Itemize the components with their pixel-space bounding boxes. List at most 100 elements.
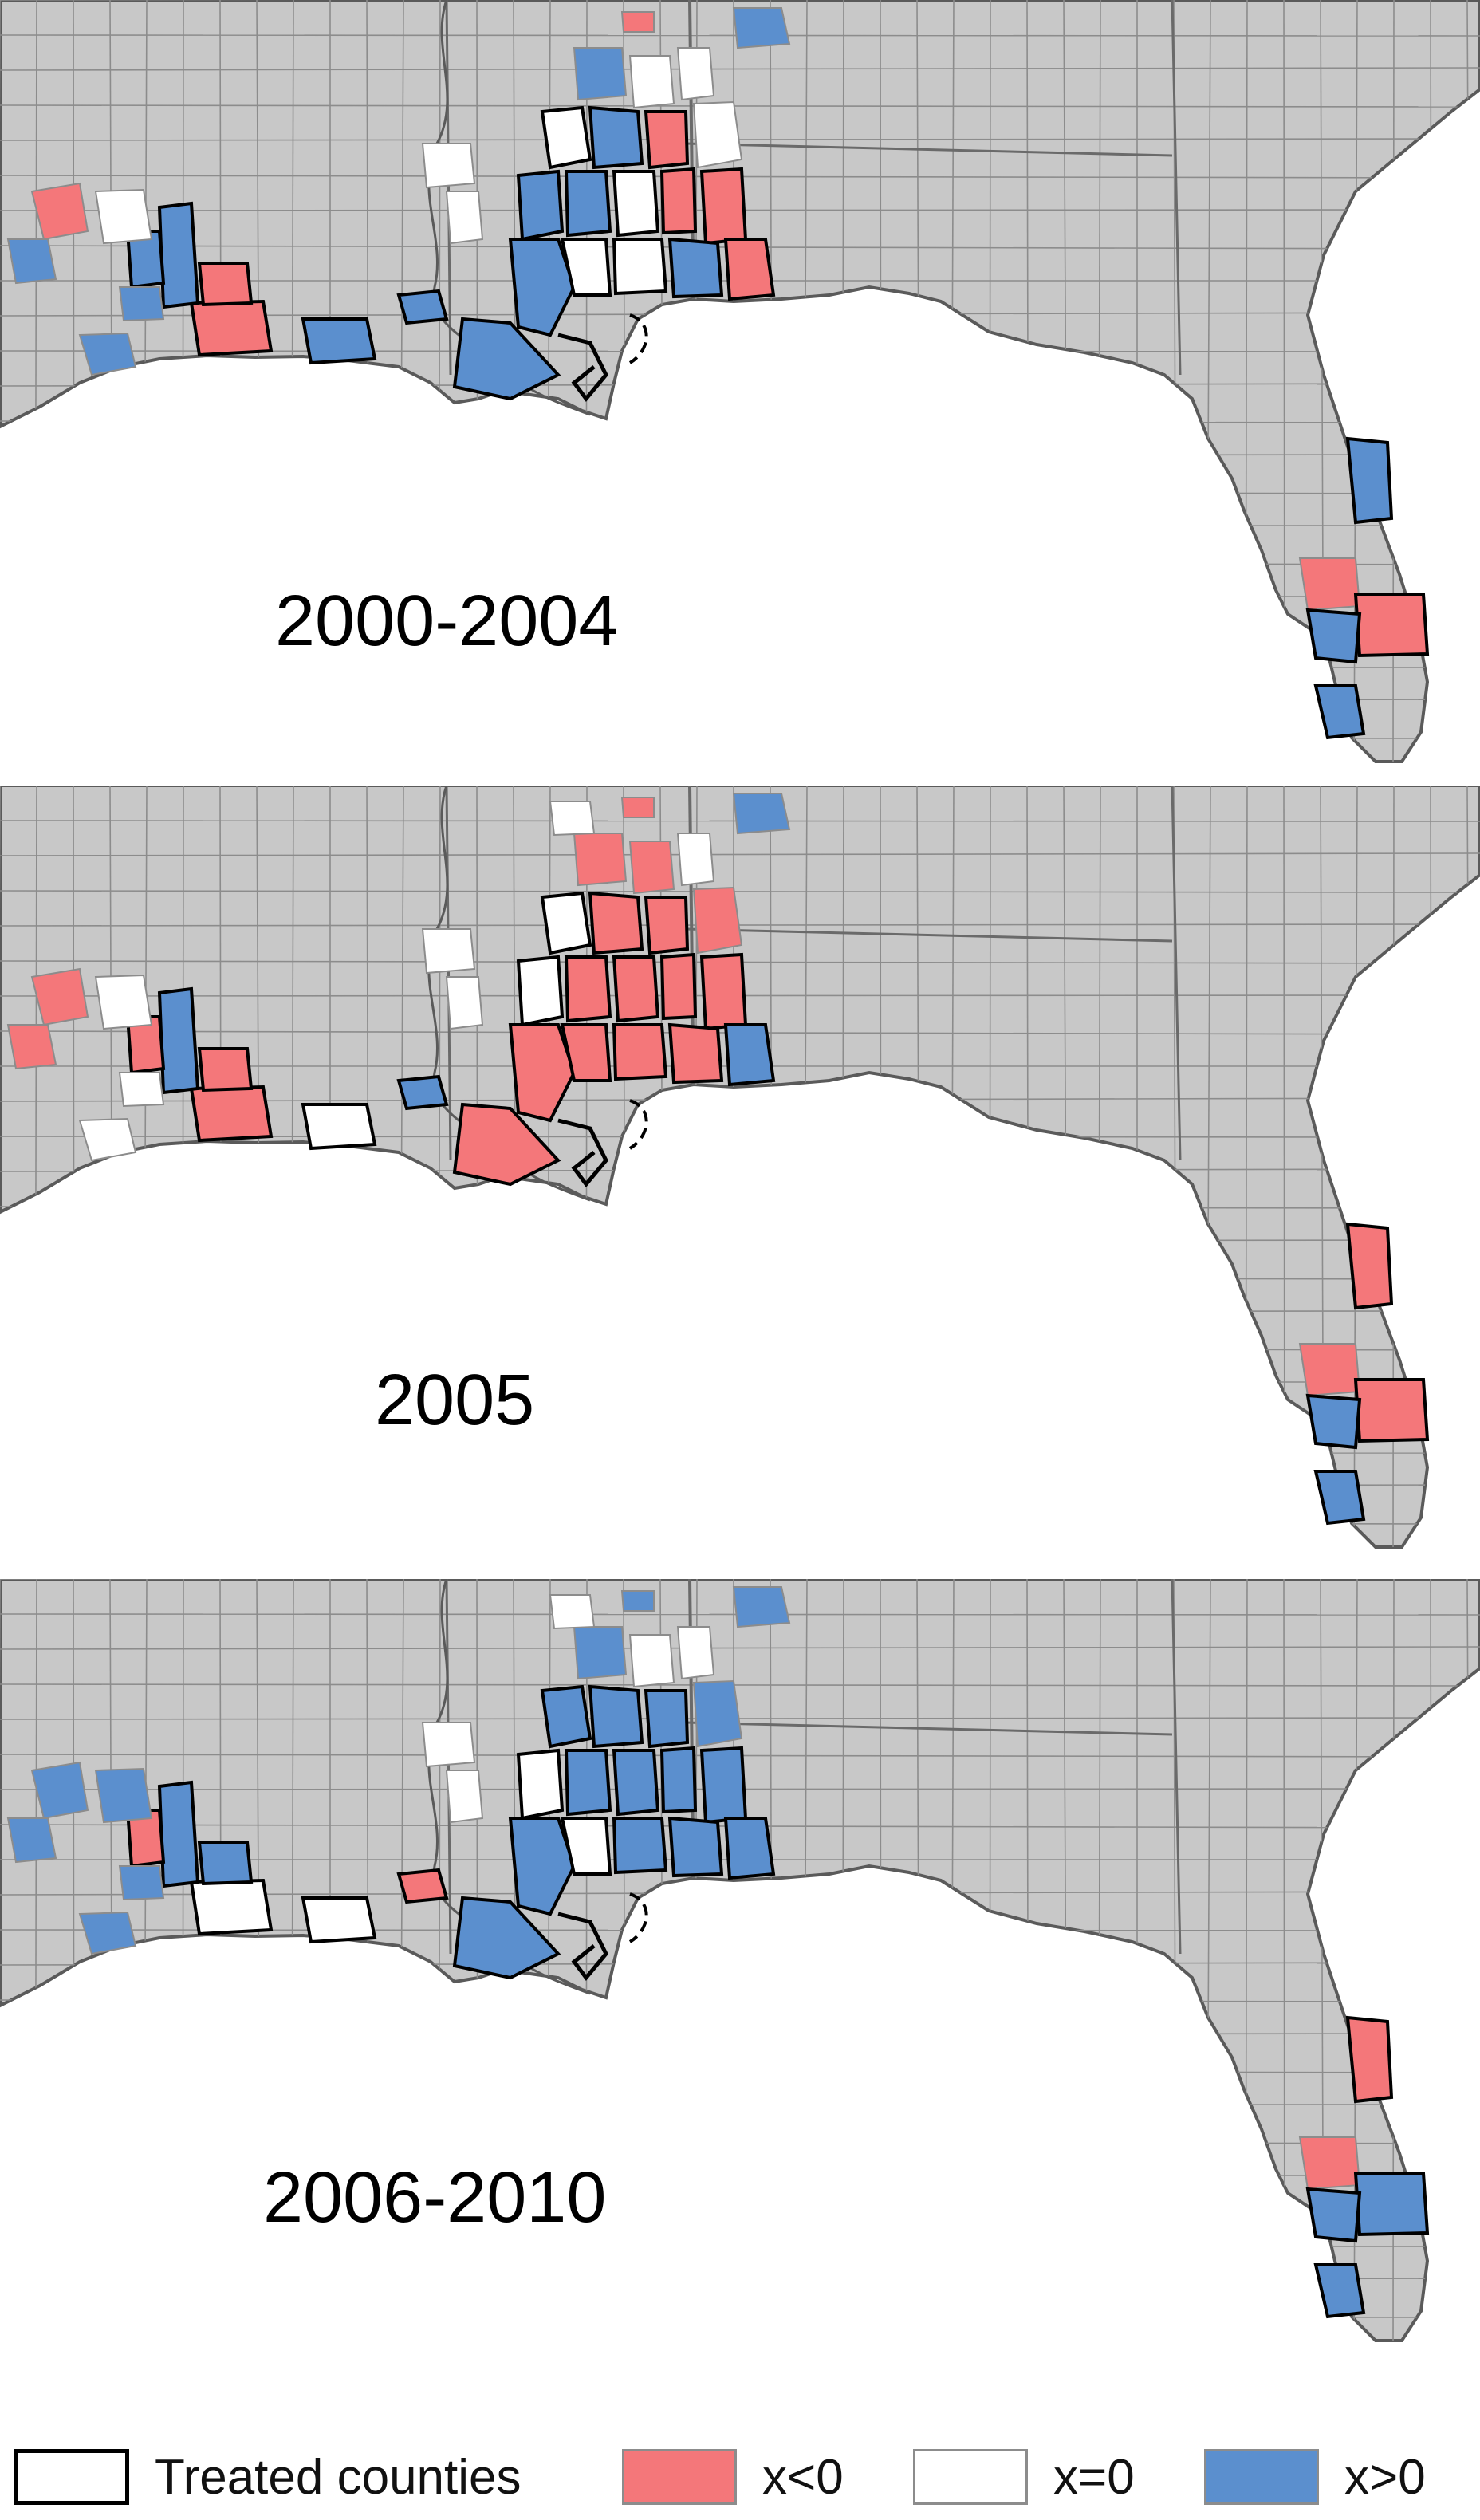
treated-county	[612, 170, 660, 238]
county	[573, 833, 628, 887]
treated-county	[564, 955, 612, 1023]
treated-county	[1353, 2172, 1430, 2237]
treated-county	[452, 317, 561, 401]
treated-county	[564, 170, 612, 238]
treated-county	[301, 317, 377, 365]
treated-county	[396, 1868, 449, 1904]
county	[94, 974, 153, 1030]
county	[118, 1072, 165, 1108]
classified-counties	[6, 793, 1430, 1526]
county	[78, 332, 137, 376]
treated-county	[396, 1074, 449, 1111]
county	[549, 801, 596, 837]
county	[94, 188, 153, 245]
county	[628, 841, 675, 895]
treated-county	[396, 289, 449, 325]
treated-swatch	[14, 2449, 129, 2505]
treated-county	[1313, 2263, 1366, 2319]
barrier-islands	[628, 313, 648, 364]
county	[676, 47, 715, 101]
treated-county	[189, 1085, 274, 1143]
treated-county	[723, 1023, 776, 1087]
county	[30, 967, 89, 1026]
legend-label-treated: Treated counties	[155, 2449, 522, 2505]
state-border	[685, 142, 1173, 157]
state-border	[685, 1721, 1173, 1736]
county	[676, 1626, 715, 1680]
treated-county	[189, 299, 274, 357]
treated-county	[644, 896, 690, 955]
treated-county	[588, 1684, 644, 1749]
treated-county	[452, 1896, 561, 1980]
county	[692, 1679, 743, 1748]
county	[573, 1626, 628, 1680]
treated-county	[301, 1103, 377, 1151]
treated-county	[508, 1817, 577, 1916]
county	[1298, 557, 1361, 612]
map-panel-2000-2004: 2000-2004	[0, 0, 1480, 778]
negative-swatch	[622, 2449, 737, 2505]
county	[620, 11, 655, 33]
classified-counties	[6, 1586, 1430, 2319]
treated-county	[612, 955, 660, 1023]
county	[421, 928, 476, 975]
treated-county	[659, 167, 698, 235]
county	[6, 238, 57, 285]
county	[6, 1817, 57, 1864]
treated-county	[699, 167, 748, 246]
treated-county	[612, 1817, 668, 1875]
treated-county	[516, 169, 565, 242]
legend-item-negative: x<0	[622, 2445, 844, 2509]
county	[445, 976, 484, 1030]
treated-county	[1345, 436, 1394, 525]
treated-county	[508, 1023, 577, 1123]
state-border	[685, 927, 1173, 943]
legend-label-positive: x>0	[1344, 2449, 1426, 2505]
county	[118, 286, 165, 322]
county	[421, 143, 476, 189]
land-area	[0, 786, 1480, 1549]
county	[573, 47, 628, 101]
map-legend: Treated counties x<0 x=0 x>0	[0, 2424, 1480, 2520]
county	[94, 1767, 153, 1824]
treated-county	[157, 986, 200, 1095]
county	[732, 793, 791, 835]
map-panel-2005: 2005	[0, 786, 1480, 1563]
delta-coastline	[557, 1912, 608, 1982]
treated-county	[612, 1749, 660, 1817]
county	[676, 833, 715, 887]
county	[30, 1761, 89, 1820]
county	[628, 55, 675, 109]
period-label: 2005	[375, 1360, 535, 1440]
county	[445, 1770, 484, 1824]
treated-county	[197, 1841, 254, 1886]
state-border	[1171, 786, 1182, 1161]
treated-county	[197, 262, 254, 307]
treated-county	[667, 1816, 724, 1878]
treated-county	[197, 1047, 254, 1093]
county	[628, 1634, 675, 1688]
county	[6, 1024, 57, 1070]
county	[732, 1586, 791, 1628]
treated-county	[1353, 593, 1430, 658]
state-border	[1171, 0, 1182, 376]
state-border	[445, 786, 452, 1161]
treated-county	[1305, 608, 1362, 664]
county	[421, 1722, 476, 1768]
county	[1298, 1343, 1361, 1397]
treated-county	[612, 1023, 668, 1081]
state-border	[445, 1579, 452, 1955]
state-border	[445, 0, 452, 376]
zero-swatch	[913, 2449, 1028, 2505]
treated-county	[157, 201, 200, 309]
delta-coastline	[557, 333, 608, 403]
county	[78, 1117, 137, 1162]
legend-item-zero: x=0	[913, 2445, 1135, 2509]
legend-item-positive: x>0	[1204, 2445, 1426, 2509]
treated-county	[157, 1780, 200, 1888]
treated-county	[667, 237, 724, 299]
barrier-islands	[628, 1892, 648, 1943]
treated-county	[540, 105, 592, 170]
legend-item-treated: Treated counties	[14, 2445, 522, 2509]
treated-county	[516, 1748, 565, 1821]
